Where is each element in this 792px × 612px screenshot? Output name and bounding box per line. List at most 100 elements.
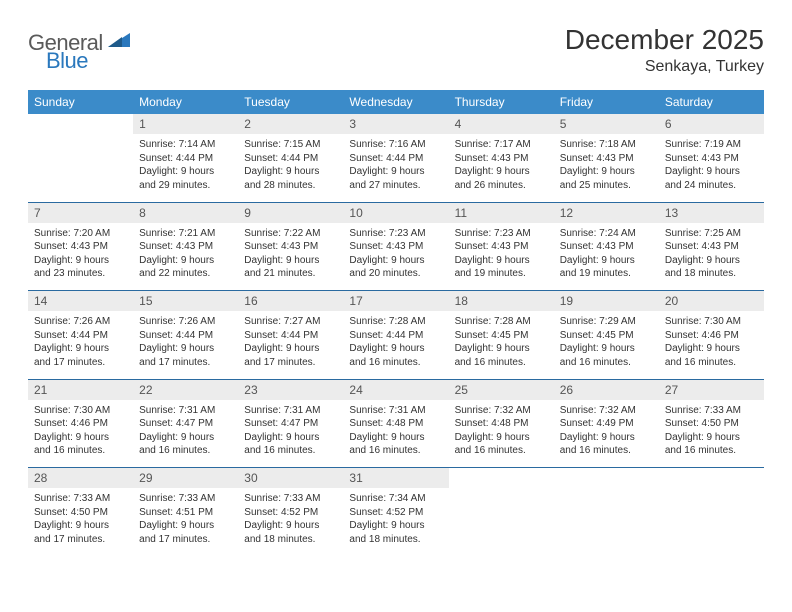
day-details: Sunrise: 7:33 AMSunset: 4:52 PMDaylight:… <box>238 489 343 552</box>
weekday-header: Thursday <box>449 90 554 114</box>
day-details: Sunrise: 7:31 AMSunset: 4:47 PMDaylight:… <box>238 401 343 464</box>
calendar-day-cell: 17Sunrise: 7:28 AMSunset: 4:44 PMDayligh… <box>343 291 448 379</box>
day-number: 8 <box>133 203 238 224</box>
weekday-header: Saturday <box>659 90 764 114</box>
day-number: 2 <box>238 114 343 135</box>
day-number: 18 <box>449 291 554 312</box>
day-number: 15 <box>133 291 238 312</box>
calendar-page: General December 2025 Senkaya, Turkey Bl… <box>0 0 792 580</box>
calendar-week-row: 28Sunrise: 7:33 AMSunset: 4:50 PMDayligh… <box>28 468 764 556</box>
calendar-day-cell: 7Sunrise: 7:20 AMSunset: 4:43 PMDaylight… <box>28 203 133 291</box>
calendar-day-cell: 19Sunrise: 7:29 AMSunset: 4:45 PMDayligh… <box>554 291 659 379</box>
calendar-day-cell: 27Sunrise: 7:33 AMSunset: 4:50 PMDayligh… <box>659 380 764 468</box>
day-number: 16 <box>238 291 343 312</box>
calendar-day-cell: 8Sunrise: 7:21 AMSunset: 4:43 PMDaylight… <box>133 203 238 291</box>
day-details: Sunrise: 7:19 AMSunset: 4:43 PMDaylight:… <box>659 135 764 198</box>
day-number: 28 <box>28 468 133 489</box>
calendar-day-cell <box>659 468 764 556</box>
day-number: 26 <box>554 380 659 401</box>
day-details: Sunrise: 7:24 AMSunset: 4:43 PMDaylight:… <box>554 224 659 287</box>
calendar-day-cell: 13Sunrise: 7:25 AMSunset: 4:43 PMDayligh… <box>659 203 764 291</box>
calendar-day-cell: 11Sunrise: 7:23 AMSunset: 4:43 PMDayligh… <box>449 203 554 291</box>
day-details: Sunrise: 7:30 AMSunset: 4:46 PMDaylight:… <box>28 401 133 464</box>
day-number: 24 <box>343 380 448 401</box>
calendar-week-row: 1Sunrise: 7:14 AMSunset: 4:44 PMDaylight… <box>28 114 764 202</box>
weekday-header: Monday <box>133 90 238 114</box>
day-details: Sunrise: 7:31 AMSunset: 4:47 PMDaylight:… <box>133 401 238 464</box>
day-number: 10 <box>343 203 448 224</box>
weekday-header: Tuesday <box>238 90 343 114</box>
calendar-day-cell: 9Sunrise: 7:22 AMSunset: 4:43 PMDaylight… <box>238 203 343 291</box>
calendar-day-cell <box>554 468 659 556</box>
calendar-day-cell: 12Sunrise: 7:24 AMSunset: 4:43 PMDayligh… <box>554 203 659 291</box>
day-details: Sunrise: 7:28 AMSunset: 4:45 PMDaylight:… <box>449 312 554 375</box>
day-details: Sunrise: 7:17 AMSunset: 4:43 PMDaylight:… <box>449 135 554 198</box>
day-number: 19 <box>554 291 659 312</box>
day-details: Sunrise: 7:33 AMSunset: 4:51 PMDaylight:… <box>133 489 238 552</box>
day-details: Sunrise: 7:23 AMSunset: 4:43 PMDaylight:… <box>449 224 554 287</box>
weekday-header: Wednesday <box>343 90 448 114</box>
calendar-day-cell <box>449 468 554 556</box>
calendar-day-cell: 23Sunrise: 7:31 AMSunset: 4:47 PMDayligh… <box>238 380 343 468</box>
day-number: 7 <box>28 203 133 224</box>
calendar-day-cell: 5Sunrise: 7:18 AMSunset: 4:43 PMDaylight… <box>554 114 659 202</box>
day-details: Sunrise: 7:21 AMSunset: 4:43 PMDaylight:… <box>133 224 238 287</box>
day-number: 17 <box>343 291 448 312</box>
day-details: Sunrise: 7:28 AMSunset: 4:44 PMDaylight:… <box>343 312 448 375</box>
logo-triangle-icon <box>108 31 130 52</box>
day-number: 4 <box>449 114 554 135</box>
day-number: 3 <box>343 114 448 135</box>
calendar-day-cell: 15Sunrise: 7:26 AMSunset: 4:44 PMDayligh… <box>133 291 238 379</box>
calendar-day-cell: 22Sunrise: 7:31 AMSunset: 4:47 PMDayligh… <box>133 380 238 468</box>
day-number: 13 <box>659 203 764 224</box>
day-details: Sunrise: 7:27 AMSunset: 4:44 PMDaylight:… <box>238 312 343 375</box>
calendar-day-cell: 24Sunrise: 7:31 AMSunset: 4:48 PMDayligh… <box>343 380 448 468</box>
day-details: Sunrise: 7:26 AMSunset: 4:44 PMDaylight:… <box>28 312 133 375</box>
day-number: 21 <box>28 380 133 401</box>
day-number: 6 <box>659 114 764 135</box>
calendar-day-cell: 6Sunrise: 7:19 AMSunset: 4:43 PMDaylight… <box>659 114 764 202</box>
day-number: 22 <box>133 380 238 401</box>
calendar-day-cell: 16Sunrise: 7:27 AMSunset: 4:44 PMDayligh… <box>238 291 343 379</box>
calendar-header-row: SundayMondayTuesdayWednesdayThursdayFrid… <box>28 90 764 114</box>
calendar-day-cell: 14Sunrise: 7:26 AMSunset: 4:44 PMDayligh… <box>28 291 133 379</box>
calendar-day-cell: 30Sunrise: 7:33 AMSunset: 4:52 PMDayligh… <box>238 468 343 556</box>
calendar-day-cell: 3Sunrise: 7:16 AMSunset: 4:44 PMDaylight… <box>343 114 448 202</box>
day-number: 5 <box>554 114 659 135</box>
day-number: 11 <box>449 203 554 224</box>
logo-text-blue: Blue <box>46 48 88 73</box>
day-details: Sunrise: 7:25 AMSunset: 4:43 PMDaylight:… <box>659 224 764 287</box>
title-block: December 2025 Senkaya, Turkey <box>565 24 764 76</box>
day-details: Sunrise: 7:29 AMSunset: 4:45 PMDaylight:… <box>554 312 659 375</box>
day-number: 25 <box>449 380 554 401</box>
day-details: Sunrise: 7:33 AMSunset: 4:50 PMDaylight:… <box>659 401 764 464</box>
day-details: Sunrise: 7:22 AMSunset: 4:43 PMDaylight:… <box>238 224 343 287</box>
calendar-day-cell: 26Sunrise: 7:32 AMSunset: 4:49 PMDayligh… <box>554 380 659 468</box>
day-number: 20 <box>659 291 764 312</box>
day-number: 31 <box>343 468 448 489</box>
calendar-day-cell: 10Sunrise: 7:23 AMSunset: 4:43 PMDayligh… <box>343 203 448 291</box>
day-number: 29 <box>133 468 238 489</box>
logo-line2: Blue <box>48 48 88 74</box>
calendar-day-cell: 25Sunrise: 7:32 AMSunset: 4:48 PMDayligh… <box>449 380 554 468</box>
month-title: December 2025 <box>565 24 764 56</box>
day-number: 30 <box>238 468 343 489</box>
day-details: Sunrise: 7:33 AMSunset: 4:50 PMDaylight:… <box>28 489 133 552</box>
calendar-day-cell: 20Sunrise: 7:30 AMSunset: 4:46 PMDayligh… <box>659 291 764 379</box>
day-details: Sunrise: 7:31 AMSunset: 4:48 PMDaylight:… <box>343 401 448 464</box>
day-number: 1 <box>133 114 238 135</box>
location-subtitle: Senkaya, Turkey <box>565 58 764 76</box>
page-header: General December 2025 Senkaya, Turkey <box>28 24 764 76</box>
calendar-day-cell: 2Sunrise: 7:15 AMSunset: 4:44 PMDaylight… <box>238 114 343 202</box>
day-number: 9 <box>238 203 343 224</box>
day-details: Sunrise: 7:16 AMSunset: 4:44 PMDaylight:… <box>343 135 448 198</box>
day-details: Sunrise: 7:23 AMSunset: 4:43 PMDaylight:… <box>343 224 448 287</box>
weekday-header: Friday <box>554 90 659 114</box>
calendar-day-cell: 21Sunrise: 7:30 AMSunset: 4:46 PMDayligh… <box>28 380 133 468</box>
calendar-day-cell: 28Sunrise: 7:33 AMSunset: 4:50 PMDayligh… <box>28 468 133 556</box>
day-details: Sunrise: 7:14 AMSunset: 4:44 PMDaylight:… <box>133 135 238 198</box>
calendar-day-cell: 4Sunrise: 7:17 AMSunset: 4:43 PMDaylight… <box>449 114 554 202</box>
calendar-day-cell: 31Sunrise: 7:34 AMSunset: 4:52 PMDayligh… <box>343 468 448 556</box>
calendar-day-cell: 1Sunrise: 7:14 AMSunset: 4:44 PMDaylight… <box>133 114 238 202</box>
day-number: 14 <box>28 291 133 312</box>
